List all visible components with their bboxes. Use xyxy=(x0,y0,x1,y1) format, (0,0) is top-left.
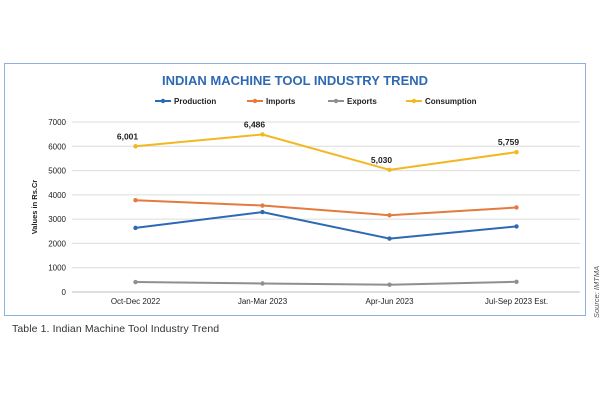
data-point-imports xyxy=(260,203,265,208)
legend-marker xyxy=(411,98,417,104)
data-label: 6,001 xyxy=(117,131,139,141)
data-point-consumption xyxy=(514,149,519,155)
series-consumption xyxy=(133,132,519,173)
series-line-exports xyxy=(135,280,517,286)
data-labels: 6,001 6,486 5,030 5,759 xyxy=(117,119,520,164)
data-point-production xyxy=(387,236,392,241)
legend-marker xyxy=(160,98,166,104)
data-point-production xyxy=(514,224,519,229)
data-label: 5,030 xyxy=(371,155,393,165)
legend-label: Imports xyxy=(266,97,296,106)
y-tick-label: 1000 xyxy=(48,264,66,273)
data-point-imports xyxy=(387,213,392,218)
x-tick-label: Apr-Jun 2023 xyxy=(365,297,414,306)
data-point-exports xyxy=(133,279,138,285)
x-tick-label: Jul-Sep 2023 Est. xyxy=(485,297,548,306)
figure-caption: Table 1. Indian Machine Tool Industry Tr… xyxy=(12,323,220,335)
source-note: Source: IMTMA xyxy=(592,265,600,318)
data-point-imports xyxy=(133,198,138,203)
y-axis-label: Values in Rs.Cr xyxy=(30,180,39,235)
legend-marker xyxy=(333,98,339,104)
data-point-consumption xyxy=(260,132,265,137)
data-label: 6,486 xyxy=(244,119,266,129)
series-line-imports xyxy=(135,199,517,217)
data-point-production xyxy=(260,209,265,215)
data-label: 5,759 xyxy=(498,137,520,147)
legend-item-production: Production xyxy=(155,97,216,106)
data-point-imports xyxy=(514,205,519,210)
y-tick-label: 0 xyxy=(62,288,67,297)
y-axis-ticks: 0 1000 2000 3000 4000 5000 6000 7000 xyxy=(48,118,66,297)
legend-item-imports: Imports xyxy=(247,97,296,106)
series-line-consumption xyxy=(135,133,517,171)
series-production xyxy=(133,209,519,241)
legend-label: Exports xyxy=(347,97,377,106)
series-imports xyxy=(133,198,519,218)
series-lines xyxy=(133,132,519,287)
data-point-production xyxy=(133,225,138,231)
y-tick-label: 2000 xyxy=(48,239,66,248)
data-point-consumption xyxy=(387,167,392,173)
x-tick-label: Jan-Mar 2023 xyxy=(238,297,288,306)
legend-label: Production xyxy=(174,97,216,106)
y-tick-label: 4000 xyxy=(48,191,66,200)
y-tick-label: 5000 xyxy=(48,167,66,176)
y-tick-label: 7000 xyxy=(48,118,66,127)
legend-marker xyxy=(252,98,258,104)
legend-item-exports: Exports xyxy=(328,97,377,106)
legend-label: Consumption xyxy=(425,97,477,106)
series-exports xyxy=(133,279,519,287)
data-point-exports xyxy=(387,282,392,287)
x-tick-label: Oct-Dec 2022 xyxy=(111,297,161,306)
data-point-exports xyxy=(260,281,265,286)
chart-legend: Production Imports Exports Consumption xyxy=(155,97,477,106)
data-point-exports xyxy=(514,279,519,284)
y-tick-label: 6000 xyxy=(48,142,66,151)
x-axis-ticks: Oct-Dec 2022 Jan-Mar 2023 Apr-Jun 2023 Jul-… xyxy=(111,297,548,306)
chart-title: INDIAN MACHINE TOOL INDUSTRY TREND xyxy=(162,73,428,88)
series-line-production xyxy=(135,211,517,240)
y-tick-label: 3000 xyxy=(48,215,66,224)
chart-frame xyxy=(4,63,586,316)
chart-grid xyxy=(72,121,580,293)
legend-item-consumption: Consumption xyxy=(406,97,477,106)
data-point-consumption xyxy=(133,144,138,149)
